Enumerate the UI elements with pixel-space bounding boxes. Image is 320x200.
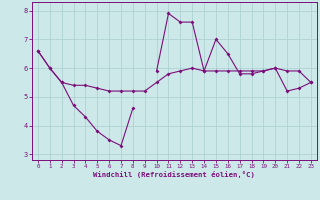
- X-axis label: Windchill (Refroidissement éolien,°C): Windchill (Refroidissement éolien,°C): [93, 171, 255, 178]
